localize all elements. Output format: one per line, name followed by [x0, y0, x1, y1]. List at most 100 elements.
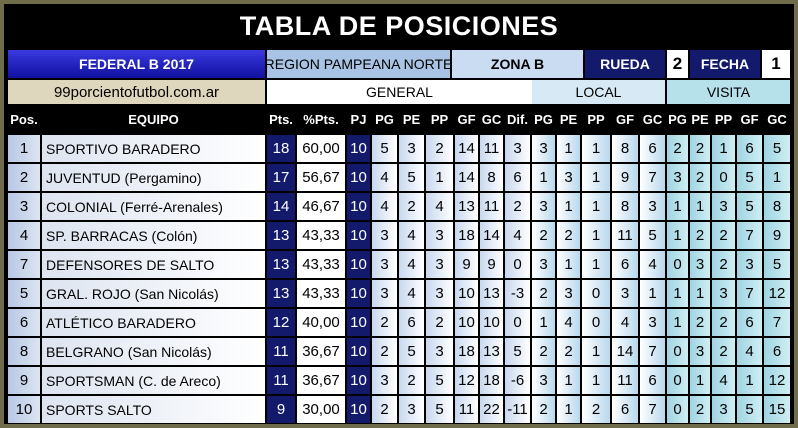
cell-local-gc: 6 — [640, 367, 665, 394]
group-visita: VISITA — [667, 80, 790, 104]
cell-gf: 10 — [455, 309, 478, 336]
cell-away-pg: 0 — [667, 367, 688, 394]
cell-local-pe: 1 — [557, 251, 580, 278]
cell-local-gc: 4 — [640, 251, 665, 278]
cell-local-pe: 1 — [557, 367, 580, 394]
cell-pj: 10 — [347, 164, 370, 191]
cell-pe: 2 — [399, 193, 424, 220]
cell-pe: 4 — [399, 280, 424, 307]
cell-gf: 11 — [455, 396, 478, 423]
cell-away-gf: 7 — [737, 222, 762, 249]
cell-local-gc: 3 — [640, 193, 665, 220]
column-header-away-pe: PE — [691, 112, 709, 127]
cell-pg: 4 — [372, 193, 397, 220]
cell-local-gf: 14 — [612, 338, 638, 365]
cell-team: JUVENTUD (Pergamino) — [42, 164, 265, 191]
cell-away-pe: 1 — [690, 193, 710, 220]
cell-away-gc: 6 — [764, 338, 790, 365]
cell-team: GRAL. ROJO (San Nicolás) — [42, 280, 265, 307]
cell-pts: 11 — [267, 367, 295, 394]
cell-pj: 10 — [347, 222, 370, 249]
cell-away-pg: 0 — [667, 338, 688, 365]
cell-pos: 8 — [8, 338, 40, 365]
round-label: RUEDA — [585, 50, 665, 78]
region: REGION PAMPEANA NORTE — [267, 50, 450, 78]
cell-local-pp: 0 — [582, 280, 610, 307]
cell-away-gc: 15 — [764, 396, 790, 423]
cell-local-pg: 1 — [532, 309, 555, 336]
cell-gc: 18 — [480, 367, 503, 394]
cell-away-pe: 2 — [690, 222, 710, 249]
cell-pj: 10 — [347, 338, 370, 365]
cell-pct: 60,00 — [297, 135, 345, 162]
cell-local-pg: 3 — [532, 367, 555, 394]
cell-away-pp: 3 — [712, 280, 735, 307]
column-header-gc: GC — [481, 112, 502, 127]
cell-away-pp: 2 — [712, 251, 735, 278]
cell-local-gc: 5 — [640, 222, 665, 249]
column-header-away-pg: PG — [668, 112, 687, 127]
cell-pct: 46,67 — [297, 193, 345, 220]
cell-pos: 5 — [8, 280, 40, 307]
cell-away-pe: 2 — [690, 396, 710, 423]
cell-pj: 10 — [347, 135, 370, 162]
cell-pj: 10 — [347, 309, 370, 336]
cell-local-pg: 3 — [532, 251, 555, 278]
cell-pj: 10 — [347, 193, 370, 220]
cell-pp: 5 — [426, 396, 453, 423]
cell-local-pg: 2 — [532, 222, 555, 249]
round-value: 2 — [667, 50, 688, 78]
cell-pe: 5 — [399, 338, 424, 365]
column-header-away-pp: PP — [714, 112, 733, 127]
cell-dif: -11 — [505, 396, 530, 423]
cell-team: SPORTS SALTO — [42, 396, 265, 423]
cell-pp: 4 — [426, 193, 453, 220]
cell-pos: 1 — [8, 135, 40, 162]
cell-dif: 6 — [505, 164, 530, 191]
cell-local-gc: 7 — [640, 338, 665, 365]
cell-away-gf: 5 — [737, 396, 762, 423]
cell-pct: 40,00 — [297, 309, 345, 336]
cell-local-gc: 1 — [640, 280, 665, 307]
cell-local-pe: 1 — [557, 193, 580, 220]
cell-away-gf: 5 — [737, 193, 762, 220]
cell-local-pg: 2 — [532, 396, 555, 423]
cell-away-gc: 12 — [764, 367, 790, 394]
cell-dif: 5 — [505, 338, 530, 365]
cell-dif: 0 — [505, 251, 530, 278]
cell-gc: 9 — [480, 251, 503, 278]
column-header-away-gf: GF — [740, 112, 759, 127]
cell-local-gf: 11 — [612, 367, 638, 394]
cell-local-gc: 7 — [640, 396, 665, 423]
cell-local-pg: 2 — [532, 280, 555, 307]
cell-pct: 30,00 — [297, 396, 345, 423]
cell-local-pp: 1 — [582, 164, 610, 191]
cell-local-gf: 11 — [612, 222, 638, 249]
cell-pg: 3 — [372, 280, 397, 307]
cell-local-gf: 4 — [612, 309, 638, 336]
cell-pg: 2 — [372, 396, 397, 423]
cell-away-pg: 0 — [667, 396, 688, 423]
cell-away-pg: 1 — [667, 309, 688, 336]
cell-away-gf: 4 — [737, 338, 762, 365]
cell-dif: 3 — [505, 135, 530, 162]
cell-pct: 56,67 — [297, 164, 345, 191]
cell-pts: 18 — [267, 135, 295, 162]
cell-away-gf: 6 — [737, 309, 762, 336]
cell-pp: 2 — [426, 135, 453, 162]
column-header-pg: PG — [375, 112, 394, 127]
cell-gc: 22 — [480, 396, 503, 423]
cell-pct: 43,33 — [297, 251, 345, 278]
cell-pe: 6 — [399, 309, 424, 336]
cell-pts: 17 — [267, 164, 295, 191]
cell-local-gf: 3 — [612, 280, 638, 307]
cell-away-gc: 7 — [764, 309, 790, 336]
cell-local-pp: 0 — [582, 309, 610, 336]
cell-dif: 4 — [505, 222, 530, 249]
cell-pts: 13 — [267, 280, 295, 307]
cell-pj: 10 — [347, 367, 370, 394]
cell-gf: 9 — [455, 251, 478, 278]
cell-local-pp: 1 — [582, 367, 610, 394]
cell-pos: 2 — [8, 164, 40, 191]
cell-away-pp: 2 — [712, 222, 735, 249]
